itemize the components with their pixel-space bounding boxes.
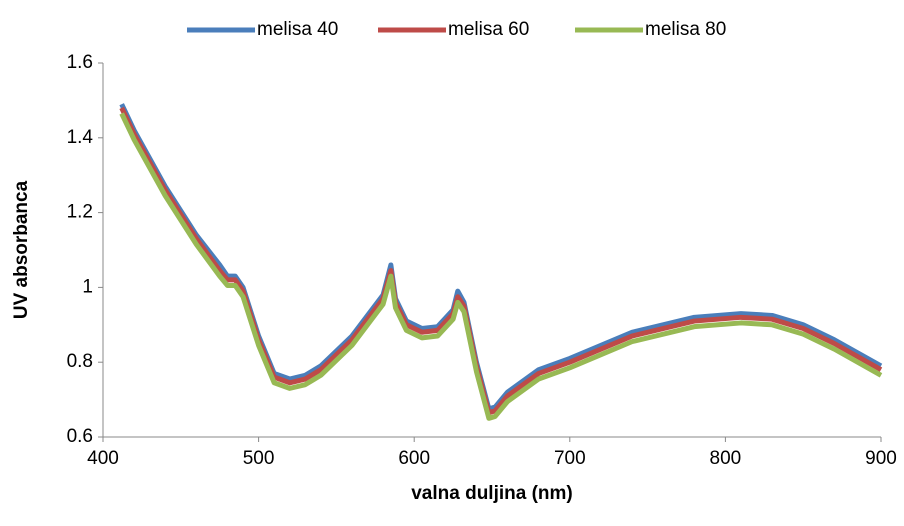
legend-label: melisa 80: [645, 19, 726, 40]
y-tick-label: 1.6: [67, 52, 93, 73]
x-tick-label: 400: [87, 448, 119, 469]
data-line: [119, 103, 883, 412]
legend-label: melisa 60: [448, 19, 529, 40]
y-tick-label: 1.4: [67, 127, 94, 148]
y-tick-label: 0.6: [67, 426, 93, 447]
x-tick-label: 900: [865, 448, 897, 469]
data-line: [119, 106, 883, 416]
x-tick-label: 600: [398, 448, 430, 469]
legend-label: melisa 40: [257, 19, 338, 40]
x-axis-title: valna duljina (nm): [411, 483, 573, 504]
x-tick-label: 700: [554, 448, 586, 469]
y-tick-label: 1: [82, 276, 93, 297]
y-tick-label: 1.2: [67, 202, 93, 223]
x-tick-label: 800: [710, 448, 742, 469]
data-line: [119, 112, 883, 421]
y-tick-label: 0.8: [67, 351, 93, 372]
x-tick-label: 500: [243, 448, 275, 469]
y-axis-title: UV absorbanca: [11, 180, 32, 319]
